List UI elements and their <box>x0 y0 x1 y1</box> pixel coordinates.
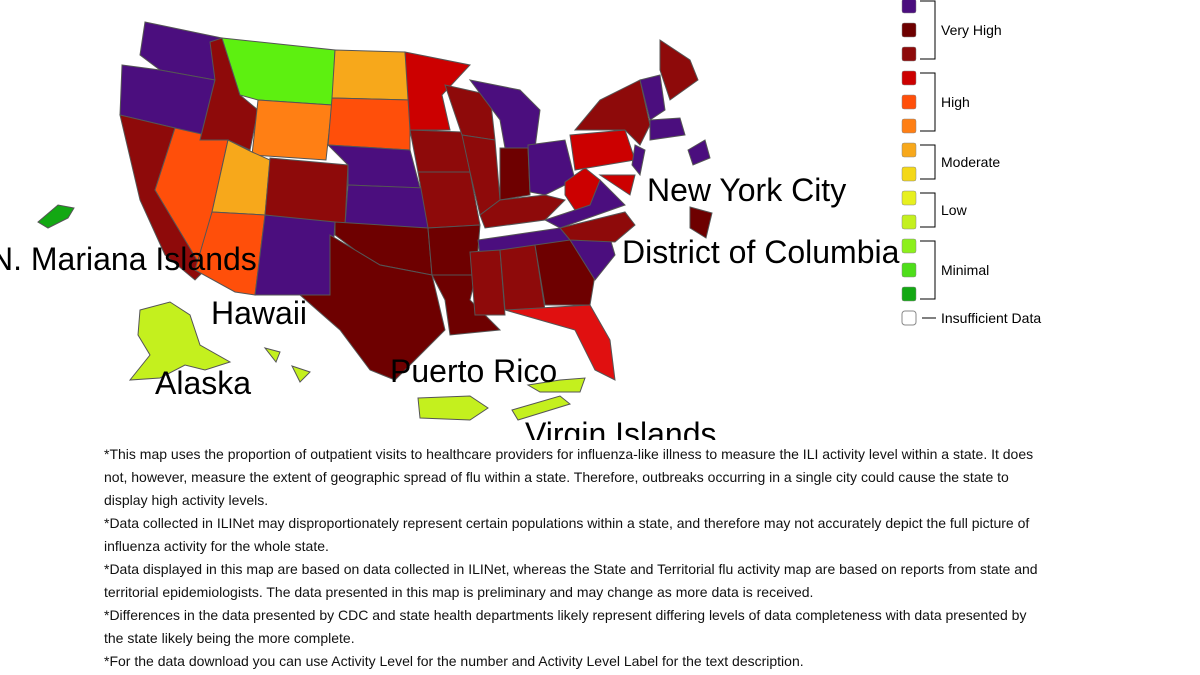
notes: *This map uses the proportion of outpati… <box>104 443 1044 673</box>
territories <box>37 204 586 421</box>
map: N. Mariana Islands Hawaii Alaska Puerto … <box>0 0 1041 440</box>
legend-bracket <box>920 144 936 180</box>
territory-label: N. Mariana Islands <box>0 241 257 277</box>
legend-bracket <box>920 72 936 132</box>
legend-swatch <box>901 0 917 14</box>
territory-label: Alaska <box>155 365 251 401</box>
legend-label: High <box>941 94 970 110</box>
territory-label: New York City <box>647 172 846 208</box>
legend-swatch <box>901 190 917 206</box>
legend-swatch <box>901 70 917 86</box>
legend: Very High High Moderate Low Minimal Insuffici… <box>901 0 1041 326</box>
note: *For the data download you can use Activ… <box>104 653 804 669</box>
note: *This map uses the proportion of outpati… <box>104 446 1034 508</box>
legend-label: Minimal <box>941 262 989 278</box>
legend-label: Very High <box>941 22 1002 38</box>
map-labels: N. Mariana Islands Hawaii Alaska Puerto … <box>0 172 900 440</box>
legend-swatch <box>901 262 917 278</box>
territory-label: Puerto Rico <box>390 353 557 389</box>
legend-bracket <box>920 192 936 228</box>
legend-label: Moderate <box>941 154 1000 170</box>
legend-swatch <box>901 46 917 62</box>
legend-swatch <box>901 22 917 38</box>
legend-bracket <box>920 0 936 60</box>
legend-label: Low <box>941 202 968 218</box>
legend-swatch <box>901 142 917 158</box>
legend-swatch <box>901 166 917 182</box>
legend-swatch <box>901 94 917 110</box>
legend-label: Insufficient Data <box>941 310 1041 326</box>
note: *Differences in the data presented by CD… <box>104 607 1027 646</box>
note: *Data collected in ILINet may disproport… <box>104 515 1030 554</box>
legend-swatch <box>901 310 917 326</box>
territory-label: District of Columbia <box>622 234 900 270</box>
legend-swatch <box>901 118 917 134</box>
territory-label: Virgin Islands <box>525 416 717 440</box>
legend-bracket <box>920 240 936 300</box>
legend-swatch <box>901 214 917 230</box>
territory-label: Hawaii <box>211 295 307 331</box>
note: *Data displayed in this map are based on… <box>104 561 1038 600</box>
legend-swatch <box>901 238 917 254</box>
states <box>119 21 713 381</box>
legend-swatch <box>901 286 917 302</box>
